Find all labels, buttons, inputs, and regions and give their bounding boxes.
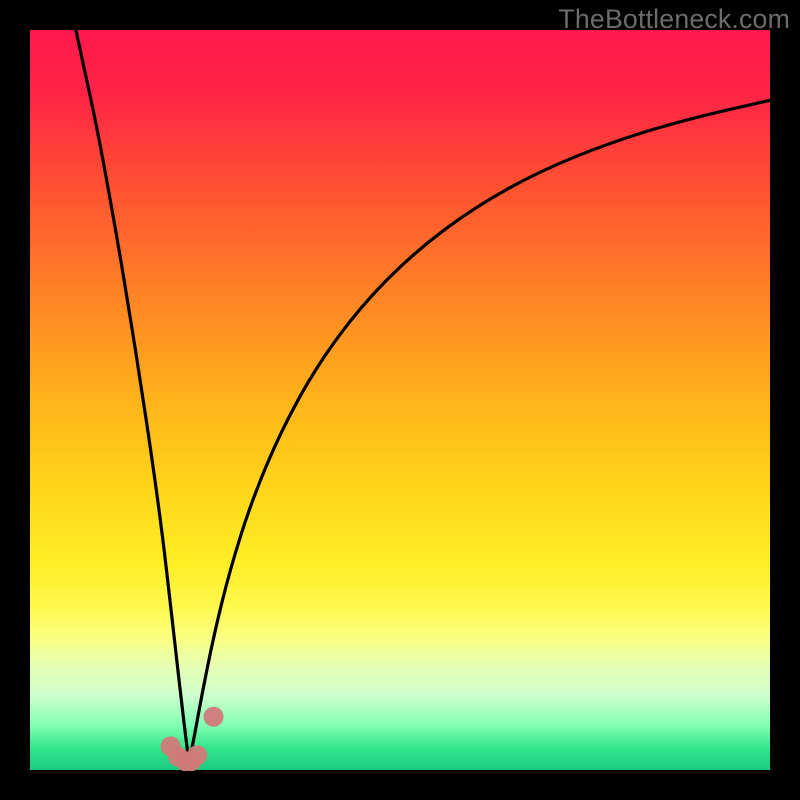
chart-svg — [0, 0, 800, 800]
marker-dot — [204, 707, 224, 727]
plot-gradient-background — [30, 30, 770, 770]
chart-container: TheBottleneck.com — [0, 0, 800, 800]
watermark-text: TheBottleneck.com — [558, 4, 790, 35]
marker-dot — [187, 745, 207, 765]
